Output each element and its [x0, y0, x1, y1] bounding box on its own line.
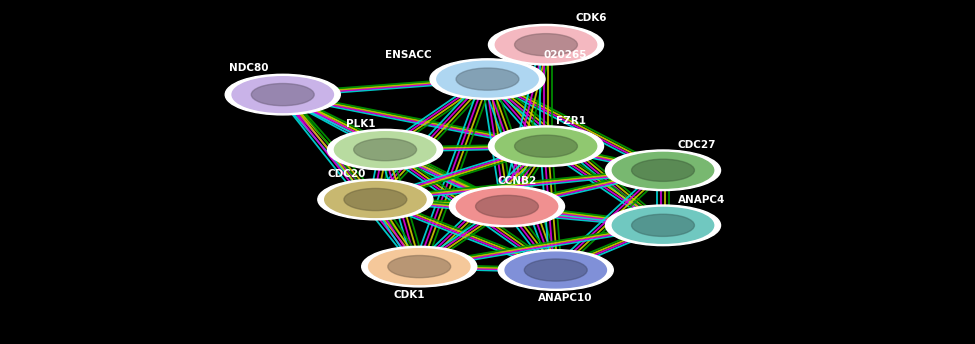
Circle shape: [612, 152, 714, 188]
Circle shape: [430, 59, 545, 99]
Circle shape: [632, 159, 694, 181]
Text: CDK1: CDK1: [394, 290, 425, 300]
Text: CDC27: CDC27: [678, 140, 716, 150]
Circle shape: [515, 135, 577, 157]
Circle shape: [369, 249, 470, 284]
Text: CDC20: CDC20: [328, 169, 366, 179]
Text: ANAPC10: ANAPC10: [538, 293, 593, 303]
Circle shape: [498, 250, 613, 290]
Circle shape: [449, 186, 565, 227]
Text: FZR1: FZR1: [556, 116, 586, 126]
Circle shape: [252, 84, 314, 106]
Circle shape: [476, 195, 538, 217]
Text: PLK1: PLK1: [346, 119, 375, 129]
Circle shape: [334, 132, 436, 168]
Circle shape: [488, 24, 604, 65]
Circle shape: [495, 128, 597, 164]
Circle shape: [632, 214, 694, 236]
Circle shape: [328, 129, 443, 170]
Circle shape: [525, 259, 587, 281]
Circle shape: [354, 139, 416, 161]
Circle shape: [318, 179, 433, 220]
Text: CDK6: CDK6: [575, 13, 606, 23]
Circle shape: [605, 150, 721, 191]
Circle shape: [362, 246, 477, 287]
Circle shape: [488, 126, 604, 166]
Text: ENSACC: ENSACC: [385, 50, 432, 60]
Text: 020265: 020265: [543, 50, 587, 60]
Circle shape: [344, 189, 407, 211]
Circle shape: [605, 205, 721, 246]
Circle shape: [495, 27, 597, 63]
Text: CCNB2: CCNB2: [497, 176, 536, 186]
Circle shape: [325, 182, 426, 217]
Circle shape: [515, 34, 577, 56]
Text: ANAPC4: ANAPC4: [678, 195, 725, 205]
Text: NDC80: NDC80: [228, 63, 268, 73]
Circle shape: [612, 207, 714, 243]
Circle shape: [225, 74, 340, 115]
Circle shape: [505, 252, 606, 288]
Circle shape: [456, 68, 519, 90]
Circle shape: [232, 77, 333, 112]
Circle shape: [456, 189, 558, 224]
Circle shape: [388, 256, 450, 278]
Circle shape: [437, 61, 538, 97]
